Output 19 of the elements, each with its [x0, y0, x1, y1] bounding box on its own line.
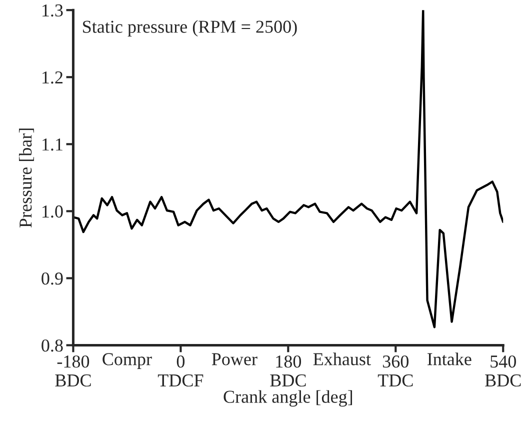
- line-series: [73, 10, 504, 328]
- x-tick-label: 0 TDCF: [158, 355, 204, 387]
- y-tick-label: 1.2: [42, 71, 62, 84]
- y-tick-label: 0.8: [42, 339, 63, 352]
- text: Power: [212, 353, 258, 366]
- y-tick-label: 1.1: [42, 138, 62, 151]
- text: Intake: [427, 352, 472, 366]
- y-axis-title: Pressure [bar]: [19, 128, 34, 228]
- text: Exhaust: [313, 352, 371, 366]
- y-tick-label: 1.3: [42, 4, 63, 17]
- text: Compr: [102, 353, 152, 369]
- y-tick-label: 1.0: [42, 205, 63, 218]
- x-tick-label: -180 BDC: [55, 355, 91, 387]
- text: Static pressure (RPM = 2500): [83, 20, 297, 37]
- x-tick-label: 360 TDC: [378, 355, 413, 387]
- x-axis-title: Crank angle [deg]: [224, 390, 352, 407]
- x-tick-label: 540 BDC: [485, 355, 521, 387]
- y-tick-label: 0.9: [42, 272, 63, 285]
- x-tick-label: 180 BDC: [270, 355, 306, 387]
